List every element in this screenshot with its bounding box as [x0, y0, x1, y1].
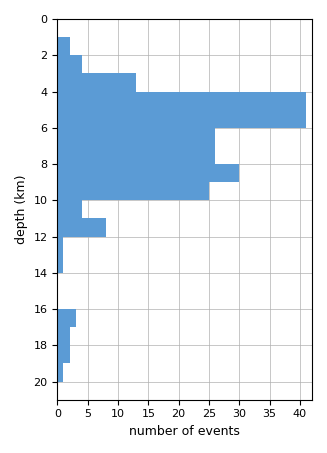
X-axis label: number of events: number of events [129, 425, 240, 438]
Y-axis label: depth (km): depth (km) [15, 174, 28, 244]
